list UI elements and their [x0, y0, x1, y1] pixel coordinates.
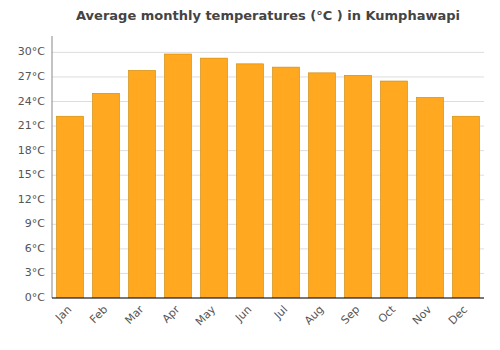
bar — [93, 93, 120, 298]
bar — [345, 75, 372, 298]
y-axis-line — [52, 36, 53, 298]
title: Average monthly temperatures (°C ) in Ku… — [76, 8, 460, 23]
x-tick-label: Sep — [338, 303, 362, 327]
chart: 0°C 3°C 6°C 9°C 12°C 15°C 18°C 21°C 24°C 27°C 30°C… — [0, 0, 500, 350]
grid-line — [52, 298, 484, 299]
bar — [273, 67, 300, 298]
bars — [57, 54, 480, 298]
y-tick-label: 12°C — [18, 193, 45, 206]
bar — [165, 54, 192, 298]
bar — [381, 81, 408, 298]
grid — [52, 52, 484, 298]
y-tick-label: 9°C — [25, 217, 45, 230]
x-tick-label: Aug — [302, 303, 326, 327]
x-tick-label: May — [193, 303, 219, 329]
y-tick-label: 15°C — [18, 168, 45, 181]
bar — [309, 73, 336, 298]
y-tick-label: 27°C — [18, 70, 45, 83]
bar — [201, 58, 228, 298]
bar — [129, 70, 156, 298]
y-tick-label: 30°C — [18, 45, 45, 58]
x-axis-line — [52, 298, 484, 299]
y-tick-label: 3°C — [25, 266, 45, 279]
y-axis: 0°C 3°C 6°C 9°C 12°C 15°C 18°C 21°C 24°C 27°C 30°C — [18, 36, 52, 304]
x-axis: Jan Feb Mar Apr May Jun Jul Aug Sep Oct Nov Dec — [52, 298, 484, 328]
y-tick-label: 0°C — [25, 291, 45, 304]
x-tick-label: Nov — [410, 303, 435, 328]
bar — [57, 116, 84, 298]
y-tick-label: 6°C — [25, 242, 45, 255]
grid-line — [52, 76, 484, 77]
y-tick-label: 18°C — [18, 144, 45, 157]
x-tick-label: Dec — [446, 303, 470, 327]
x-tick-label: Oct — [376, 303, 399, 326]
x-tick-label: Jun — [232, 303, 254, 325]
chart-container: 0°C 3°C 6°C 9°C 12°C 15°C 18°C 21°C 24°C 27°C 30°C… — [0, 0, 500, 350]
x-tick-label: Feb — [87, 303, 110, 326]
x-tick-label: Jan — [52, 303, 74, 325]
x-tick-label: Mar — [122, 303, 146, 327]
y-tick-label: 24°C — [18, 95, 45, 108]
y-tick-label: 21°C — [18, 119, 45, 132]
x-tick-label: Apr — [160, 303, 183, 326]
grid-line — [52, 52, 484, 53]
bar — [453, 116, 480, 298]
bar — [417, 97, 444, 298]
bar — [237, 64, 264, 298]
x-tick-label: Jul — [271, 303, 290, 322]
